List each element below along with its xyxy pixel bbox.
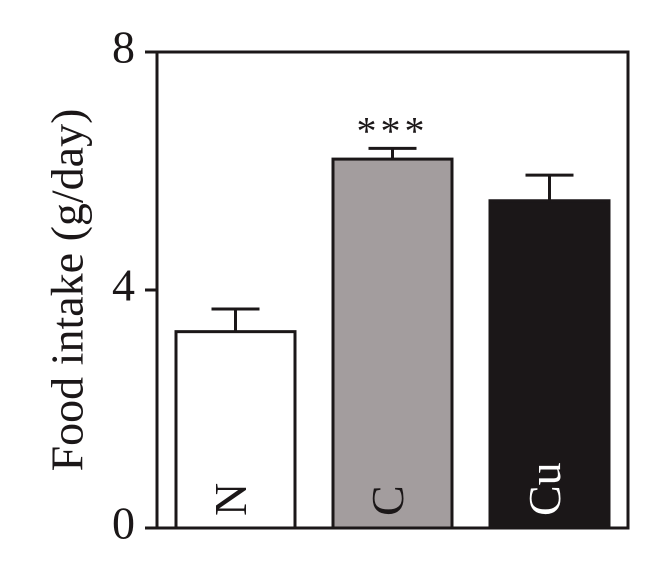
- y-tick-label: 8: [112, 22, 135, 73]
- category-label: C: [362, 485, 413, 516]
- annotation: ***: [357, 108, 429, 153]
- category-label: Cu: [519, 462, 570, 516]
- y-axis-label: Food intake (g/day): [42, 109, 93, 472]
- plot-frame: [155, 50, 630, 530]
- category-label: N: [205, 483, 256, 516]
- bar: [331, 157, 454, 530]
- y-tick-label: 0: [112, 498, 135, 549]
- y-tick-label: 4: [112, 260, 135, 311]
- bar: [174, 330, 297, 530]
